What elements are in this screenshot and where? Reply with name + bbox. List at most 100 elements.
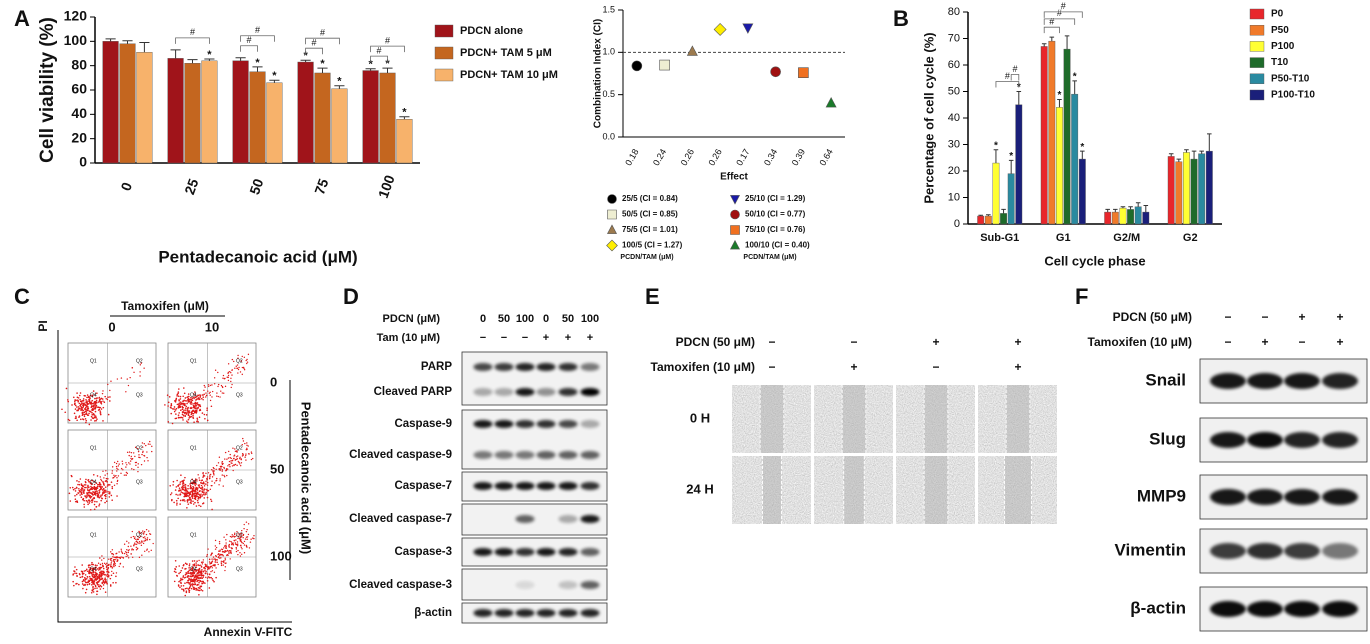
bar	[1063, 48, 1071, 225]
dot	[194, 404, 197, 406]
panel-label: D	[343, 284, 359, 309]
dot	[89, 564, 91, 566]
dot	[98, 578, 101, 580]
dot	[199, 570, 201, 572]
dot	[94, 394, 96, 396]
dot	[169, 406, 172, 409]
dot	[92, 571, 95, 574]
dot	[80, 570, 83, 573]
dot	[98, 396, 101, 399]
bar	[1015, 104, 1023, 225]
dot	[193, 586, 195, 589]
dot	[219, 557, 221, 559]
dot	[111, 499, 113, 501]
flow-dots	[72, 528, 154, 596]
dot	[123, 474, 126, 476]
dot	[87, 580, 89, 583]
dot	[227, 371, 230, 374]
dot	[194, 401, 197, 404]
lane-label: 0	[543, 313, 549, 325]
dot	[175, 413, 177, 415]
dot	[187, 572, 190, 575]
dot	[241, 548, 243, 550]
dot	[223, 561, 225, 564]
dot	[250, 451, 253, 453]
dot	[100, 403, 103, 405]
dot	[88, 575, 91, 578]
dot	[130, 536, 132, 539]
dot	[133, 452, 135, 454]
dot	[234, 535, 236, 538]
dot	[215, 468, 217, 471]
dot	[227, 374, 230, 377]
dot	[177, 497, 179, 500]
dot	[108, 491, 111, 493]
dot	[199, 587, 201, 589]
dot	[198, 570, 200, 573]
marker	[713, 23, 727, 36]
dot	[98, 573, 100, 576]
error-bar	[170, 49, 181, 59]
dot	[199, 394, 201, 396]
dot	[143, 540, 145, 542]
dot	[206, 407, 208, 409]
dot	[235, 550, 238, 553]
dot	[198, 589, 201, 592]
dot	[197, 584, 200, 586]
bar	[331, 88, 348, 164]
dot	[181, 405, 183, 408]
dot	[227, 379, 230, 382]
band	[1247, 373, 1283, 389]
dot	[117, 559, 119, 561]
dot	[233, 457, 235, 460]
dot	[118, 565, 120, 568]
dot	[182, 395, 184, 398]
dot	[233, 464, 235, 466]
bar	[102, 41, 119, 164]
dot	[91, 493, 94, 496]
dot	[91, 486, 94, 489]
dot	[93, 402, 96, 404]
dot	[93, 414, 96, 416]
band	[558, 482, 578, 490]
dot	[200, 484, 203, 487]
dot	[236, 531, 238, 533]
dot	[193, 497, 196, 500]
dot	[87, 479, 89, 482]
dot	[101, 572, 103, 575]
dot	[233, 454, 236, 456]
dot	[192, 486, 195, 489]
band	[473, 451, 493, 459]
dot	[193, 421, 195, 423]
dot	[105, 500, 108, 502]
dot	[190, 487, 192, 489]
dot	[198, 581, 200, 584]
dot	[131, 457, 134, 460]
dot	[198, 559, 200, 562]
dot	[128, 542, 130, 544]
y-tick-label: 0	[79, 154, 87, 170]
dot	[91, 501, 93, 504]
dot	[81, 583, 84, 585]
error-bar	[1105, 208, 1110, 213]
dot	[98, 557, 101, 559]
dot	[91, 405, 93, 407]
dot	[78, 415, 81, 417]
dot	[196, 576, 199, 578]
x-axis-label: Annexin V-FITC	[204, 625, 293, 639]
dot	[237, 549, 239, 552]
dot	[91, 581, 93, 584]
dot	[85, 568, 88, 571]
blot-label: Slug	[1149, 429, 1186, 448]
legend-label: 50/10 (CI = 0.77)	[745, 210, 806, 219]
dot	[89, 567, 92, 569]
significance-mark: *	[272, 70, 277, 82]
dot	[216, 477, 218, 480]
dot	[94, 564, 97, 567]
dot	[206, 419, 209, 422]
dot	[120, 550, 123, 552]
dot	[187, 421, 189, 424]
dot	[235, 543, 238, 546]
significance-mark: *	[1017, 82, 1021, 93]
dot	[93, 508, 96, 511]
